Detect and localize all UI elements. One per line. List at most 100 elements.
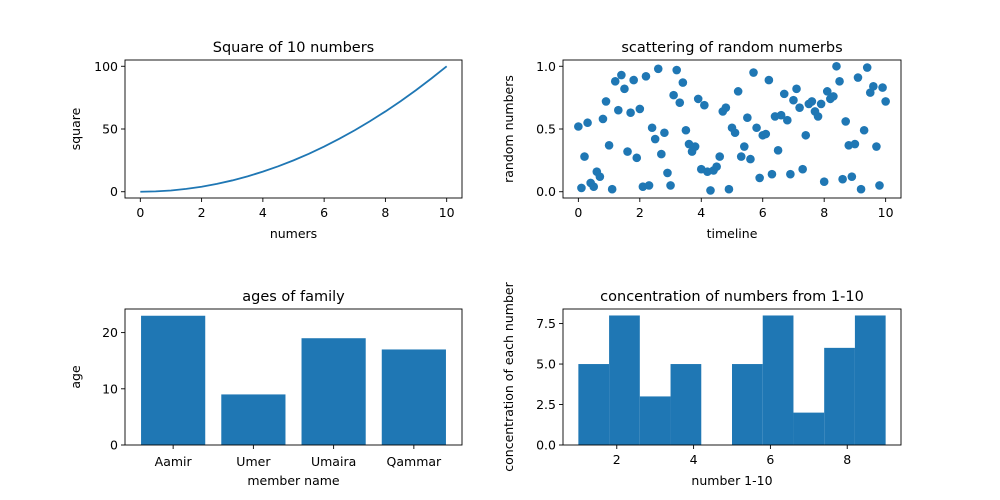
scatter-point xyxy=(669,90,678,100)
scatter-point xyxy=(629,75,638,85)
scatter-point xyxy=(767,169,777,179)
scatter-point xyxy=(632,153,642,163)
scatter-point xyxy=(816,99,826,109)
scatter-point xyxy=(666,181,675,190)
scatter-point xyxy=(601,97,611,106)
scatter-point xyxy=(706,186,715,195)
chart-title: ages of family xyxy=(242,289,345,305)
scatter-point xyxy=(641,72,651,81)
scatter-point xyxy=(835,77,844,86)
histogram-bar xyxy=(732,364,763,445)
histogram-bar xyxy=(609,315,640,445)
scatter-point xyxy=(752,123,761,133)
scatter-point xyxy=(792,84,801,94)
scatter-point xyxy=(850,139,860,149)
scatter-point xyxy=(730,128,740,138)
scatter-point xyxy=(881,97,890,106)
scatter-point xyxy=(841,117,850,126)
series-line xyxy=(140,65,448,193)
scatter-point xyxy=(595,172,605,181)
plot-area-frame xyxy=(562,308,902,446)
x-tick-label: 2 xyxy=(636,205,644,220)
x-tick-label: Umer xyxy=(236,454,271,469)
scatter-point xyxy=(598,114,608,124)
bar xyxy=(301,338,366,445)
scatter-point xyxy=(650,134,660,144)
scatter-point xyxy=(644,181,654,190)
scatter-point xyxy=(712,162,721,171)
bar xyxy=(381,349,446,445)
scatter-point xyxy=(779,89,789,99)
y-tick-label: 0 xyxy=(110,438,118,453)
x-tick-label: 0 xyxy=(136,205,144,220)
scatter-point xyxy=(589,182,599,192)
scatter-point xyxy=(690,142,700,151)
scatter-point xyxy=(755,173,764,183)
histogram-chart-concentration: concentration of numbers from 1-10 number… xyxy=(501,281,902,488)
plot-area-frame xyxy=(124,308,463,446)
scatter-point xyxy=(856,184,866,194)
scatter-point xyxy=(678,78,688,87)
scatter-point xyxy=(847,172,857,181)
x-tick-label: 2 xyxy=(613,452,621,467)
x-tick-label: 8 xyxy=(820,205,828,220)
scatter-point xyxy=(715,152,725,161)
bar xyxy=(141,315,206,445)
chart-title: scattering of random numerbs xyxy=(621,40,842,56)
scatter-point xyxy=(829,92,838,101)
line-chart-square: Square of 10 numbers numers square 0 50 100 0 2… xyxy=(68,40,463,241)
y-axis-label: age xyxy=(68,365,83,389)
scatter-point xyxy=(789,95,798,105)
x-tick-label: 6 xyxy=(320,205,328,220)
scatter-point xyxy=(604,141,614,150)
scatter-point xyxy=(693,94,703,104)
x-tick-label: Aamir xyxy=(155,454,193,469)
y-axis-label: square xyxy=(68,107,83,150)
histogram-bar xyxy=(670,364,702,445)
scatter-point xyxy=(583,118,592,128)
x-tick-label: 8 xyxy=(843,452,851,467)
scatter-point xyxy=(807,97,817,106)
scatter-point xyxy=(660,128,669,138)
y-tick-label: 0 xyxy=(110,184,118,199)
scatter-point xyxy=(862,63,872,72)
scatter-point xyxy=(681,125,691,135)
x-tick-label: 4 xyxy=(697,205,705,220)
x-tick-label: 6 xyxy=(759,205,767,220)
scatter-point xyxy=(700,100,709,110)
x-tick-label: 10 xyxy=(439,205,455,220)
scatter-point xyxy=(878,83,887,92)
scatter-point xyxy=(859,125,869,135)
scatter-point xyxy=(743,113,752,123)
histogram-bar xyxy=(578,364,610,445)
scatter-point xyxy=(783,115,792,125)
scatter-point xyxy=(832,61,841,71)
scatter-point xyxy=(653,64,663,74)
x-axis-label: member name xyxy=(247,473,340,488)
scatter-point xyxy=(721,103,731,112)
y-tick-label: 2.5 xyxy=(536,397,556,412)
histogram-bar xyxy=(854,315,886,445)
scatter-point xyxy=(838,174,847,184)
scatter-point xyxy=(746,154,755,164)
x-axis-label: timeline xyxy=(707,226,758,241)
scatter-point xyxy=(610,77,620,86)
scatter-point xyxy=(869,82,878,91)
x-tick-label: 4 xyxy=(690,452,698,467)
scatter-point xyxy=(875,181,884,190)
bar xyxy=(221,394,286,445)
scatter-point xyxy=(675,98,685,107)
x-tick-label: Qammar xyxy=(387,454,443,469)
x-tick-label: 0 xyxy=(574,205,582,220)
scatter-point xyxy=(776,110,786,120)
scatter-point xyxy=(635,104,645,114)
scatter-point xyxy=(872,142,881,151)
chart-title: concentration of numbers from 1-10 xyxy=(600,289,864,305)
scatter-point xyxy=(798,164,807,174)
x-axis-label: number 1-10 xyxy=(691,473,772,488)
plot-area-frame xyxy=(124,59,463,199)
y-tick-label: 20 xyxy=(102,325,118,340)
y-tick-label: 1.0 xyxy=(536,59,556,74)
y-tick-label: 7.5 xyxy=(536,316,556,331)
chart-title: Square of 10 numbers xyxy=(213,40,374,56)
